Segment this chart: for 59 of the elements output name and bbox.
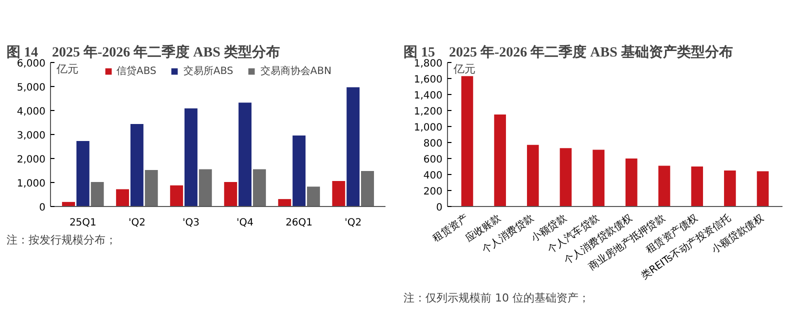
bar: [76, 140, 90, 206]
bar: [252, 169, 266, 206]
text: 注：按发行规模分布；: [6, 234, 116, 246]
y-tick-label: 1,400: [414, 90, 443, 102]
y-tick-label: 1,000: [16, 178, 46, 190]
bar: [626, 158, 638, 206]
y-tick-label: 4,000: [16, 106, 46, 118]
y-tick-label: 6,000: [16, 58, 46, 70]
bar: [306, 186, 320, 206]
x-tick-label: 'Q2: [128, 218, 146, 228]
legend-label: 交易商协会ABN: [260, 64, 332, 78]
y-tick-label: 600: [423, 154, 443, 166]
bar: [346, 87, 360, 206]
y-tick-label: 5,000: [16, 82, 46, 94]
bar: [691, 166, 704, 206]
y-tick-label: 200: [423, 186, 443, 198]
y-tick-label: 800: [423, 138, 443, 150]
bar: [198, 169, 212, 206]
y-tick-label: 1,000: [414, 122, 443, 134]
x-tick-label: 'Q3: [182, 218, 200, 228]
bar: [170, 185, 184, 206]
bar: [90, 182, 104, 206]
bar: [461, 76, 474, 206]
y-axis-title: 亿元: [56, 62, 78, 76]
bar: [278, 199, 292, 206]
chart-title: 图 15 2025 年-2026 年二季度 ABS 基础资产类型分布: [404, 44, 733, 60]
bar: [494, 114, 506, 206]
x-tick-label: 'Q2: [344, 218, 362, 228]
bar: [184, 108, 198, 206]
bar: [560, 148, 572, 206]
bar: [756, 171, 769, 206]
text: 注：仅列示规模前 10 位的基础资产；: [404, 292, 590, 304]
bar: [224, 182, 238, 206]
chart-title: 图 14 2025 年-2026 年二季度 ABS 类型分布: [6, 44, 280, 60]
bar: [332, 181, 346, 206]
bar: [592, 150, 604, 206]
y-tick-label: 1,600: [414, 74, 443, 86]
x-tick-label: 26Q1: [286, 218, 313, 228]
legend-label: 交易所ABS: [183, 64, 234, 78]
x-tick-label: 25Q1: [69, 218, 96, 228]
y-tick-label: 1,200: [414, 106, 443, 118]
y-tick-label: 0: [436, 202, 443, 214]
y-tick-label: 1,800: [414, 58, 443, 70]
y-tick-label: 3,000: [16, 130, 46, 142]
bar: [361, 170, 374, 206]
bar: [238, 102, 252, 206]
bar: [526, 144, 539, 206]
y-tick-label: 0: [39, 202, 46, 214]
bar: [130, 124, 144, 206]
legend-label: 信贷ABS: [116, 64, 156, 78]
y-tick-label: 400: [423, 170, 443, 182]
bar: [658, 166, 670, 206]
bar: [724, 170, 736, 206]
bar: [292, 135, 306, 206]
bar: [116, 189, 130, 206]
bar: [144, 170, 158, 206]
x-tick-label: 'Q4: [236, 218, 254, 228]
y-axis-title: 亿元: [452, 62, 476, 76]
y-tick-label: 2,000: [16, 154, 46, 166]
